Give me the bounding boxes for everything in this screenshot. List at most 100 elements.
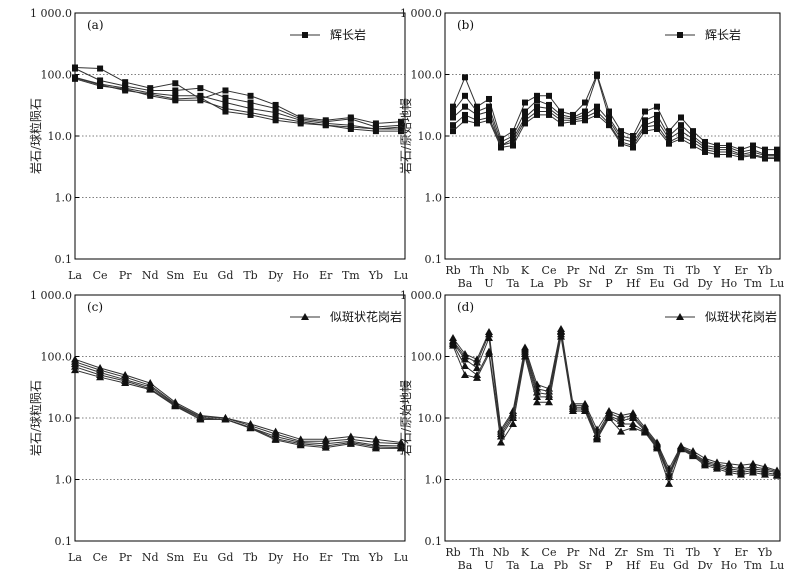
data-point bbox=[462, 103, 468, 110]
data-point bbox=[322, 122, 329, 129]
data-point bbox=[558, 117, 564, 124]
data-point bbox=[545, 398, 553, 406]
data-point bbox=[641, 428, 649, 436]
x-tick-label: Dy bbox=[697, 559, 713, 569]
data-point bbox=[122, 87, 129, 94]
data-point bbox=[677, 445, 685, 453]
data-point bbox=[618, 128, 624, 135]
panel-b: 1 000.0 100.0 10.0 1.0 0.1 岩石/原始地幔 RbBaThUNbTa… bbox=[398, 7, 784, 290]
x-tick-label: Th bbox=[470, 264, 484, 277]
data-point bbox=[271, 435, 280, 443]
data-point bbox=[97, 65, 104, 72]
x-tick-label: Ce bbox=[93, 551, 108, 564]
data-point bbox=[372, 128, 379, 135]
x-tick-label: Eu bbox=[649, 277, 664, 290]
x-tick-label: Ta bbox=[506, 559, 519, 569]
series-2 bbox=[72, 65, 404, 131]
y-tick-label: 0.1 bbox=[425, 535, 443, 548]
data-point bbox=[689, 452, 697, 460]
x-tick-label: Gd bbox=[673, 277, 689, 290]
x-tick-label: Tb bbox=[686, 546, 700, 559]
data-point bbox=[461, 371, 469, 379]
x-tick-label: U bbox=[484, 277, 493, 290]
data-point bbox=[346, 439, 355, 447]
x-tick-label: Er bbox=[734, 546, 748, 559]
data-point bbox=[533, 392, 541, 400]
y-tick-label: 10.0 bbox=[418, 130, 443, 143]
x-tick-label: Zr bbox=[615, 264, 629, 277]
x-tick-label: Er bbox=[319, 269, 333, 282]
series-4 bbox=[449, 330, 781, 480]
data-point bbox=[654, 111, 660, 118]
x-tick-label: Sm bbox=[636, 264, 655, 277]
x-tick-label: Zr bbox=[615, 546, 629, 559]
x-tick-label: Nb bbox=[493, 264, 510, 277]
data-point bbox=[71, 366, 79, 374]
x-tick-label: Gd bbox=[218, 269, 234, 282]
data-point bbox=[534, 103, 540, 110]
data-point bbox=[630, 144, 636, 151]
series-line bbox=[452, 74, 777, 155]
data-point bbox=[701, 461, 709, 469]
data-point bbox=[473, 364, 481, 372]
data-point bbox=[172, 95, 179, 102]
y-axis-label: 岩石/球粒陨石 bbox=[28, 98, 43, 174]
data-point bbox=[569, 406, 577, 414]
data-point bbox=[714, 151, 720, 158]
x-tick-label: Ce bbox=[542, 546, 557, 559]
data-point bbox=[247, 92, 254, 99]
data-point bbox=[122, 79, 129, 86]
panel-label: (a) bbox=[87, 18, 104, 32]
data-point bbox=[617, 419, 625, 427]
x-tick-label: Pb bbox=[554, 277, 568, 290]
x-tick-label: Sm bbox=[166, 269, 185, 282]
data-point bbox=[690, 142, 696, 149]
data-point bbox=[558, 108, 564, 115]
data-point bbox=[522, 117, 528, 124]
data-point bbox=[397, 444, 405, 452]
data-point bbox=[737, 470, 745, 478]
data-point bbox=[498, 144, 504, 151]
data-point bbox=[630, 138, 636, 145]
data-point bbox=[450, 122, 456, 129]
legend-label: 似斑状花岗岩 bbox=[705, 309, 777, 324]
panel-label: (d) bbox=[457, 300, 474, 314]
x-tick-label: Tm bbox=[342, 269, 360, 282]
data-point bbox=[510, 138, 516, 145]
data-point bbox=[713, 464, 721, 472]
data-point bbox=[570, 118, 576, 125]
data-point bbox=[629, 419, 637, 427]
y-axis-label: 岩石/原始地幔 bbox=[398, 380, 413, 456]
data-point bbox=[272, 105, 279, 112]
data-point bbox=[272, 101, 279, 108]
data-point bbox=[246, 424, 255, 432]
x-tick-label: Tm bbox=[342, 551, 360, 564]
x-tick-label: Yb bbox=[368, 551, 383, 564]
x-tick-label: P bbox=[605, 559, 613, 569]
x-tick-label: Ho bbox=[293, 269, 310, 282]
data-point bbox=[522, 99, 528, 106]
series-line bbox=[452, 114, 777, 159]
data-point bbox=[690, 128, 696, 135]
data-point bbox=[462, 74, 468, 81]
data-point bbox=[222, 99, 229, 106]
y-tick-label: 0.1 bbox=[55, 253, 73, 266]
x-tick-label: La bbox=[68, 551, 82, 564]
series-line bbox=[74, 361, 402, 445]
x-tick-label: Nd bbox=[589, 546, 606, 559]
x-tick-label: Pr bbox=[119, 269, 132, 282]
x-tick-label: La bbox=[530, 559, 544, 569]
data-point bbox=[146, 385, 155, 393]
x-tick-label: Er bbox=[319, 551, 333, 564]
data-point bbox=[247, 99, 254, 106]
x-tick-label: Y bbox=[712, 546, 721, 559]
data-point bbox=[497, 432, 505, 440]
data-point bbox=[485, 333, 493, 341]
series-line bbox=[452, 110, 777, 158]
data-point bbox=[690, 138, 696, 145]
data-point bbox=[272, 109, 279, 116]
y-tick-label: 100.0 bbox=[41, 69, 73, 82]
y-tick-label: 1.0 bbox=[55, 474, 73, 487]
x-tick-label: Ce bbox=[93, 269, 108, 282]
data-point bbox=[474, 103, 480, 110]
